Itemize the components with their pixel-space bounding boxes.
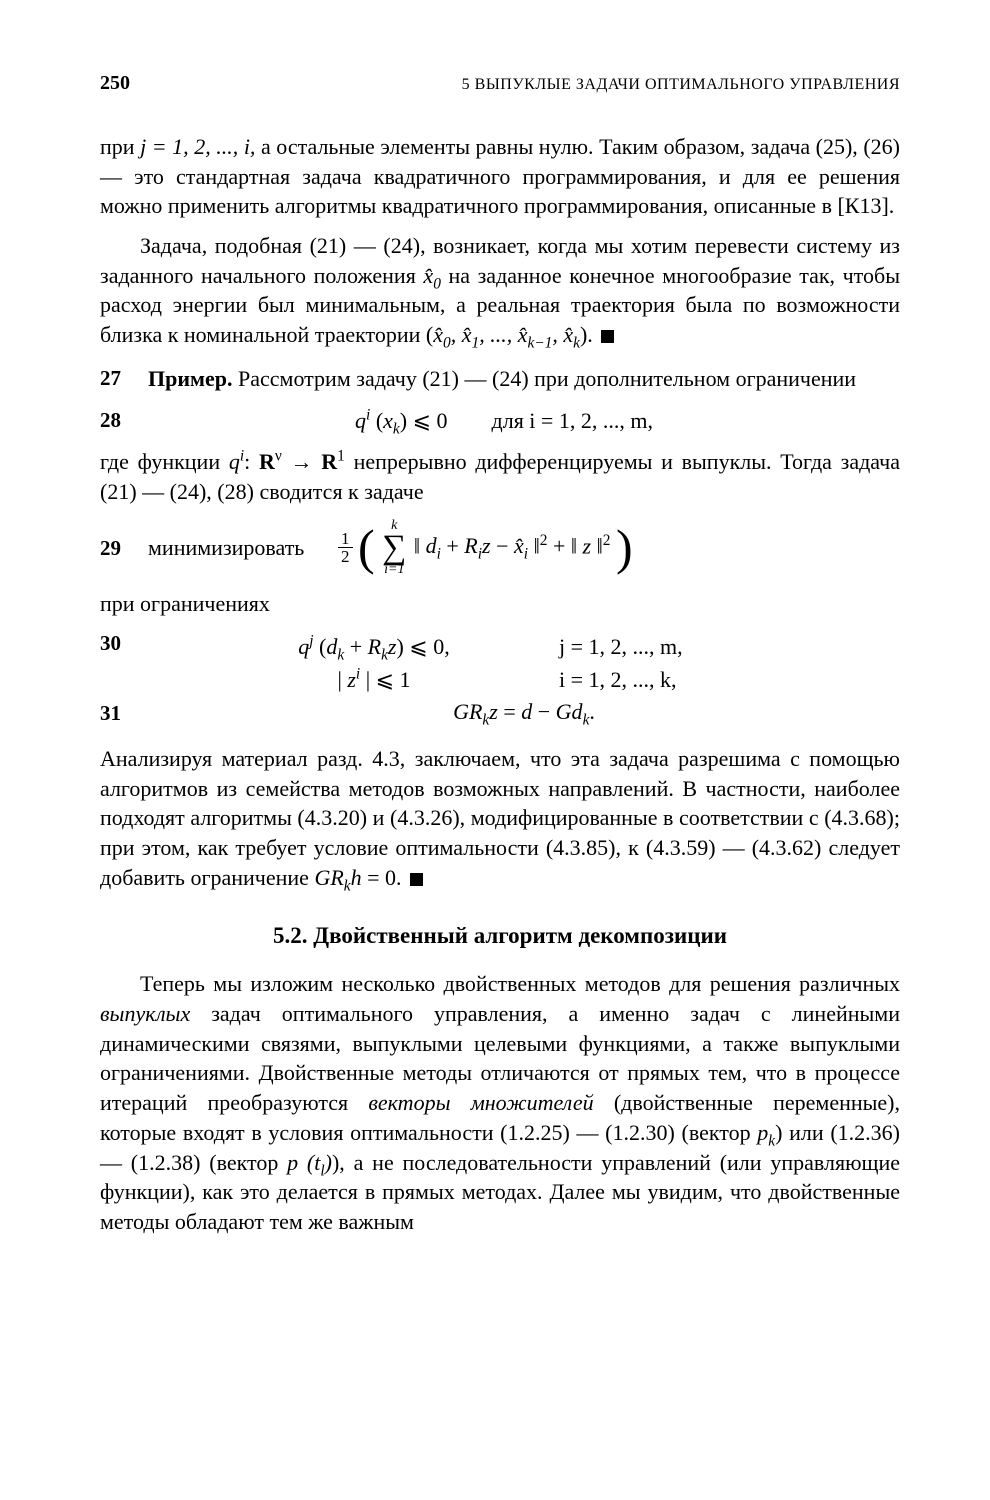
eq-body: qj (dk + Rkz) ⩽ 0, j = 1, 2, ..., m, | z… <box>148 629 900 730</box>
qed-icon <box>601 330 614 343</box>
inline-math: p (tl) <box>287 1150 332 1175</box>
eq-number-31: 31 <box>100 699 148 727</box>
qed-icon <box>410 873 423 886</box>
inline-math: pk <box>757 1120 775 1145</box>
equation-30-31-block: 30 31 qj (dk + Rkz) ⩽ 0, j = 1, 2, ..., … <box>100 629 900 730</box>
item-text: Пример. Рассмотрим задачу (21) — (24) пр… <box>148 364 900 394</box>
eq-number: 29 <box>100 534 148 562</box>
inline-math: x̂0 <box>423 263 440 288</box>
equation-29: 29 минимизировать 12 ( k∑i=1 ‖ di + Riz … <box>100 519 900 578</box>
para-1: при j = 1, 2, ..., i, а остальные элемен… <box>100 132 900 221</box>
eq-number-30: 30 <box>100 629 148 665</box>
minimize-label: минимизировать <box>148 533 338 563</box>
inline-math: qi <box>229 449 244 474</box>
item-number: 27 <box>100 364 148 394</box>
para-4: при ограничениях <box>100 589 900 619</box>
equation-28: 28 qi (xk) ⩽ 0 для i = 1, 2, ..., m, <box>100 406 900 436</box>
page-number: 250 <box>100 70 130 97</box>
inline-math: j = 1, 2, ..., i, <box>140 134 255 159</box>
italic-span: выпуклых <box>100 1001 190 1026</box>
para-5: Анализируя материал разд. 4.3, заключаем… <box>100 744 900 892</box>
eq-number-col: 30 31 <box>100 629 148 730</box>
para-6: Теперь мы изложим несколько двойственных… <box>100 969 900 1236</box>
eq-number: 28 <box>100 406 148 434</box>
italic-span: векторы множителей <box>368 1090 593 1115</box>
inline-math: x̂0, x̂1, ..., x̂k−1, x̂k <box>433 322 580 347</box>
inline-math: GRkh <box>314 865 361 890</box>
para-2: Задача, подобная (21) — (24), возникает,… <box>100 231 900 350</box>
item-27: 27 Пример. Рассмотрим задачу (21) — (24)… <box>100 364 900 394</box>
page-header: 250 5 ВЫПУКЛЫЕ ЗАДАЧИ ОПТИМАЛЬНОГО УПРАВ… <box>100 70 900 97</box>
chapter-title: 5 ВЫПУКЛЫЕ ЗАДАЧИ ОПТИМАЛЬНОГО УПРАВЛЕНИ… <box>462 74 900 96</box>
eq-content: qi (xk) ⩽ 0 для i = 1, 2, ..., m, <box>148 406 860 436</box>
eq-content: 12 ( k∑i=1 ‖ di + Riz − x̂i ‖2 + ‖ z ‖2 … <box>338 519 900 578</box>
example-label: Пример. <box>148 366 233 391</box>
section-title: 5.2. Двойственный алгоритм декомпозиции <box>100 920 900 951</box>
para-3: где функции qi: Rν → R1 непрерывно диффе… <box>100 447 900 506</box>
